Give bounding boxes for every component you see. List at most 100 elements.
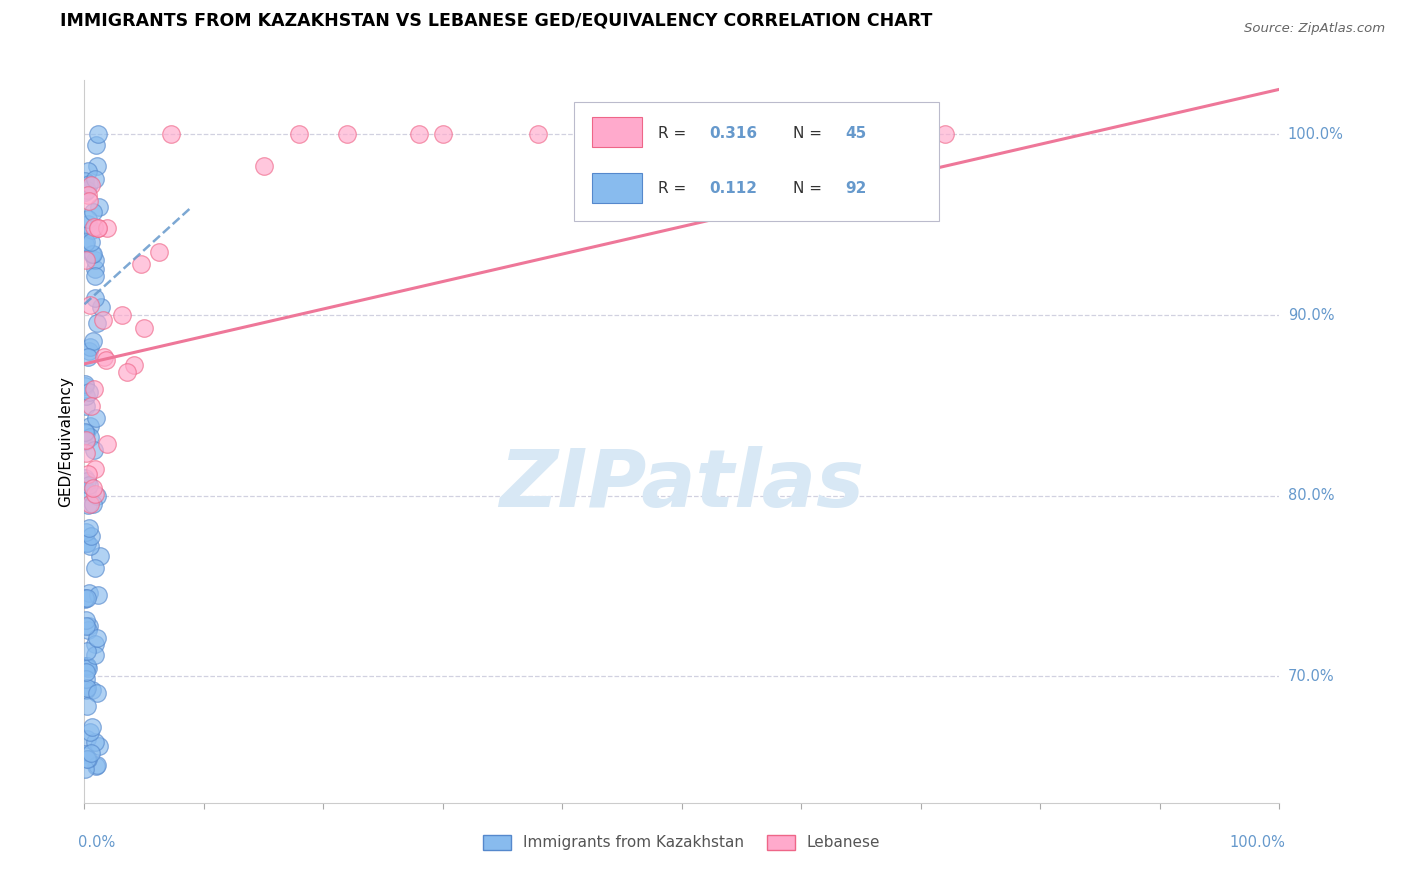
Point xyxy=(80,683,103,698)
Point xyxy=(76,498,98,512)
Text: 80.0%: 80.0% xyxy=(1288,488,1334,503)
Point xyxy=(814,145,837,160)
FancyBboxPatch shape xyxy=(592,117,643,147)
Point xyxy=(75,659,97,673)
Point xyxy=(75,591,97,605)
Text: N =: N = xyxy=(793,181,827,196)
Legend: Immigrants from Kazakhstan, Lebanese: Immigrants from Kazakhstan, Lebanese xyxy=(478,829,886,856)
Point xyxy=(75,673,97,687)
Point xyxy=(83,262,105,277)
Point xyxy=(89,549,111,563)
Point xyxy=(79,340,101,354)
Point xyxy=(82,497,104,511)
Point xyxy=(148,244,170,259)
Point xyxy=(671,128,693,142)
Point xyxy=(87,221,110,235)
Point xyxy=(84,291,107,305)
Point xyxy=(96,436,118,450)
Point xyxy=(76,731,98,746)
Point xyxy=(160,128,183,142)
Point xyxy=(84,410,107,425)
Text: 70.0%: 70.0% xyxy=(1288,669,1334,684)
Point xyxy=(80,746,103,760)
Y-axis label: GED/Equivalency: GED/Equivalency xyxy=(58,376,73,507)
Point xyxy=(432,128,454,142)
Point xyxy=(83,637,105,651)
Point xyxy=(75,592,97,607)
Point xyxy=(75,683,97,698)
Point xyxy=(336,128,359,142)
Text: N =: N = xyxy=(793,126,827,141)
Point xyxy=(86,489,108,503)
Point xyxy=(83,382,105,396)
Text: 92: 92 xyxy=(845,181,868,196)
Point xyxy=(75,389,97,403)
Point xyxy=(87,588,110,602)
Point xyxy=(96,221,118,235)
Point xyxy=(87,128,110,142)
Text: 90.0%: 90.0% xyxy=(1288,308,1334,323)
Point xyxy=(77,477,100,491)
Point xyxy=(75,235,97,250)
Point xyxy=(91,313,114,327)
Point xyxy=(75,525,97,540)
Point xyxy=(75,747,97,761)
Point xyxy=(77,194,100,208)
Text: 45: 45 xyxy=(845,126,868,141)
Point xyxy=(527,128,550,142)
Point xyxy=(83,560,105,574)
Point xyxy=(80,223,103,237)
Point xyxy=(93,351,115,365)
Point xyxy=(77,343,100,358)
Point xyxy=(86,159,108,173)
Point xyxy=(77,624,100,638)
Point xyxy=(75,174,97,188)
Text: R =: R = xyxy=(658,126,692,141)
Point xyxy=(75,425,97,440)
Point xyxy=(76,659,98,673)
Point xyxy=(75,433,97,447)
Point xyxy=(76,536,98,550)
Point xyxy=(84,252,107,267)
Point xyxy=(84,487,107,501)
Text: Source: ZipAtlas.com: Source: ZipAtlas.com xyxy=(1244,22,1385,36)
Point xyxy=(934,128,956,142)
Point xyxy=(77,218,100,232)
Text: 0.0%: 0.0% xyxy=(79,835,115,850)
Point xyxy=(84,462,107,476)
Point xyxy=(77,211,100,226)
Point xyxy=(80,247,103,261)
Point xyxy=(79,497,101,511)
Point xyxy=(82,481,104,495)
Text: 100.0%: 100.0% xyxy=(1288,127,1344,142)
Point xyxy=(75,762,97,776)
Point xyxy=(83,219,105,234)
Point xyxy=(73,186,96,200)
Point xyxy=(82,334,104,348)
Point xyxy=(766,128,789,142)
Point xyxy=(86,758,108,772)
Point xyxy=(83,269,105,284)
Point xyxy=(76,752,98,766)
Point xyxy=(73,471,96,485)
Point xyxy=(77,586,100,600)
Text: 0.112: 0.112 xyxy=(710,181,758,196)
Text: ZIPatlas: ZIPatlas xyxy=(499,446,865,524)
Point xyxy=(731,128,754,142)
Point xyxy=(79,419,101,434)
Text: 100.0%: 100.0% xyxy=(1230,835,1285,850)
Point xyxy=(77,467,100,481)
Point xyxy=(910,128,932,142)
Point xyxy=(82,205,104,219)
Point xyxy=(77,384,100,399)
Point xyxy=(89,739,111,754)
Point xyxy=(86,686,108,700)
Point xyxy=(75,613,97,627)
Point xyxy=(77,619,100,633)
Point xyxy=(76,698,98,713)
Point xyxy=(75,426,97,441)
Point xyxy=(77,752,100,766)
Point xyxy=(408,128,430,142)
Point xyxy=(75,665,97,680)
Point xyxy=(84,648,107,662)
